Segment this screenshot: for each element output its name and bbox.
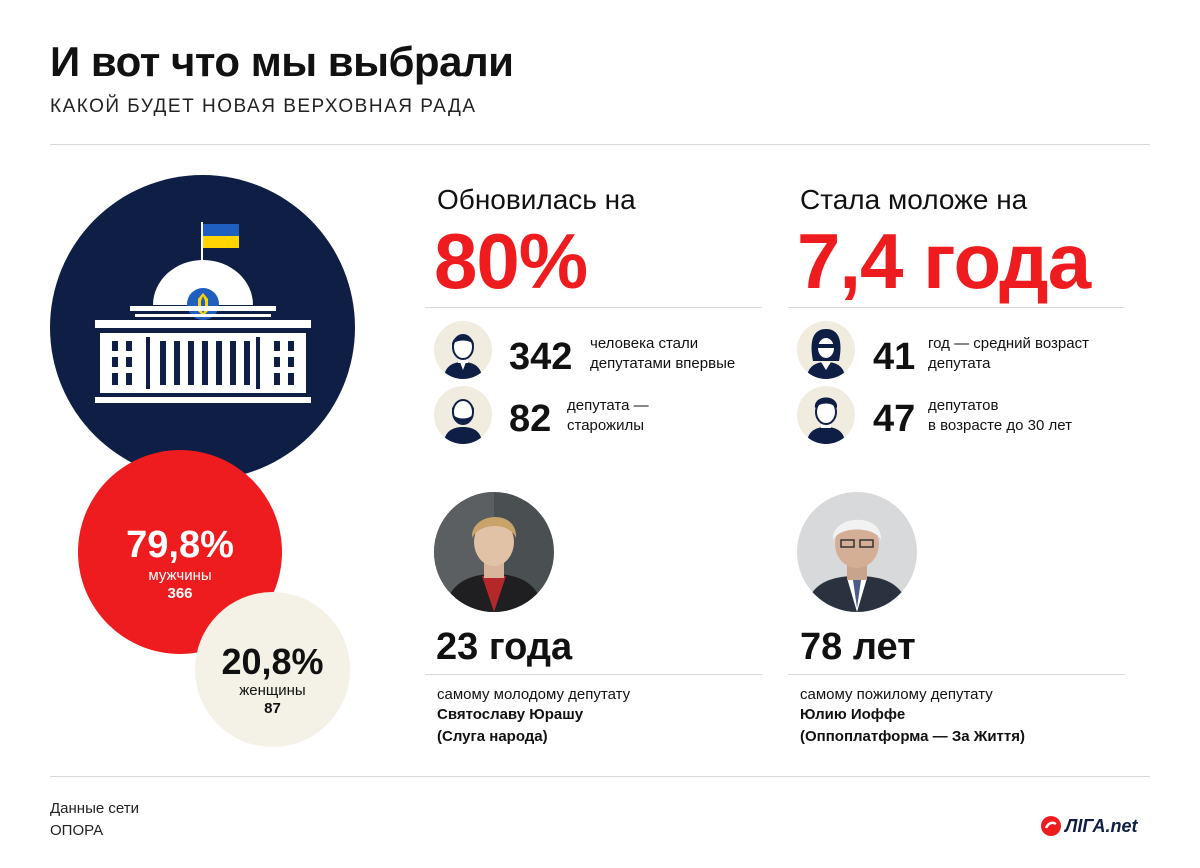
oldest-name: Юлию Иоффе — [800, 706, 906, 723]
new-deputies-text: человека стали депутатами впервые — [590, 334, 735, 375]
men-share-circle: 79,8% мужчины 366 — [78, 450, 282, 654]
younger-divider — [788, 307, 1125, 308]
avg-age-line2: депутата — [928, 355, 991, 373]
young-deputy-icon — [797, 386, 855, 444]
men-count: 366 — [167, 584, 193, 602]
liga-logo-suffix: .net — [1105, 815, 1138, 836]
oldest-party: (Оппоплатформа — За Життя) — [800, 727, 1025, 745]
renewal-divider — [425, 307, 762, 308]
liga-logo-icon — [1041, 816, 1061, 836]
youngest-name: Святославу Юрашу — [437, 706, 584, 723]
source-line1: Данные сети — [50, 800, 139, 817]
oldest-deputy-photo — [797, 492, 917, 612]
liga-logo-text: ЛIГА — [1065, 815, 1106, 836]
bald-deputy-icon — [434, 386, 492, 444]
younger-value: 7,4 года — [797, 217, 1091, 305]
avg-age-line1: год — средний возраст — [928, 335, 1089, 352]
top-divider — [50, 144, 1150, 145]
younger-label: Стала моложе на — [800, 184, 1028, 215]
female-deputy-icon — [797, 321, 855, 379]
men-pct: 79,8% — [126, 524, 234, 566]
under30-count: 47 — [873, 398, 916, 440]
women-pct: 20,8% — [221, 641, 324, 682]
veteran-deputies-count: 82 — [509, 398, 552, 440]
bottom-divider — [50, 776, 1150, 777]
under30-line2: в возрасте до 30 лет — [928, 417, 1072, 435]
women-label: женщины — [239, 682, 306, 699]
youngest-deputy-photo — [434, 492, 554, 612]
youngest-age: 23 года — [436, 626, 573, 668]
renewal-label: Обновилась на — [437, 184, 636, 215]
under30-text: депутатов в возрасте до 30 лет — [928, 396, 1072, 437]
men-label: мужчины — [148, 567, 212, 584]
oldest-age: 78 лет — [800, 626, 916, 668]
youngest-name-block: Святославу Юрашу (Слуга народа) — [437, 704, 583, 748]
under30-line1: депутатов — [928, 397, 999, 414]
new-deputies-line1: человека стали — [590, 335, 699, 352]
oldest-name-block: Юлию Иоффе (Оппоплатформа — За Життя) — [800, 704, 1025, 748]
source-line2: ОПОРА — [50, 821, 104, 839]
data-source: Данные сети ОПОРА — [50, 798, 139, 842]
parliament-building-icon — [95, 222, 311, 403]
oldest-caption: самому пожилому депутату — [800, 686, 993, 703]
veteran-deputies-line1: депутата — — [567, 397, 649, 414]
women-share-circle: 20,8% женщины 87 — [195, 592, 350, 747]
oldest-divider — [788, 674, 1125, 675]
new-deputies-count: 342 — [509, 336, 573, 378]
youngest-party: (Слуга народа) — [437, 727, 548, 745]
youngest-caption: самому молодому депутату — [437, 686, 631, 703]
women-count: 87 — [264, 699, 281, 717]
renewal-value: 80% — [434, 217, 588, 305]
avg-age-text: год — средний возраст депутата — [928, 334, 1089, 375]
new-deputies-line2: депутатами впервые — [590, 355, 736, 373]
page-subtitle: КАКОЙ БУДЕТ НОВАЯ ВЕРХОВНАЯ РАДА — [50, 96, 477, 117]
avg-age-number: 41 — [873, 336, 916, 378]
male-deputy-icon — [434, 321, 492, 379]
parliament-circle — [50, 175, 355, 480]
youngest-divider — [425, 674, 762, 675]
liga-logo[interactable]: ЛIГА .net — [1040, 815, 1138, 837]
page-title: И вот что мы выбрали — [50, 38, 514, 85]
veteran-deputies-line2: старожилы — [567, 417, 645, 435]
veteran-deputies-text: депутата — старожилы — [567, 396, 649, 437]
